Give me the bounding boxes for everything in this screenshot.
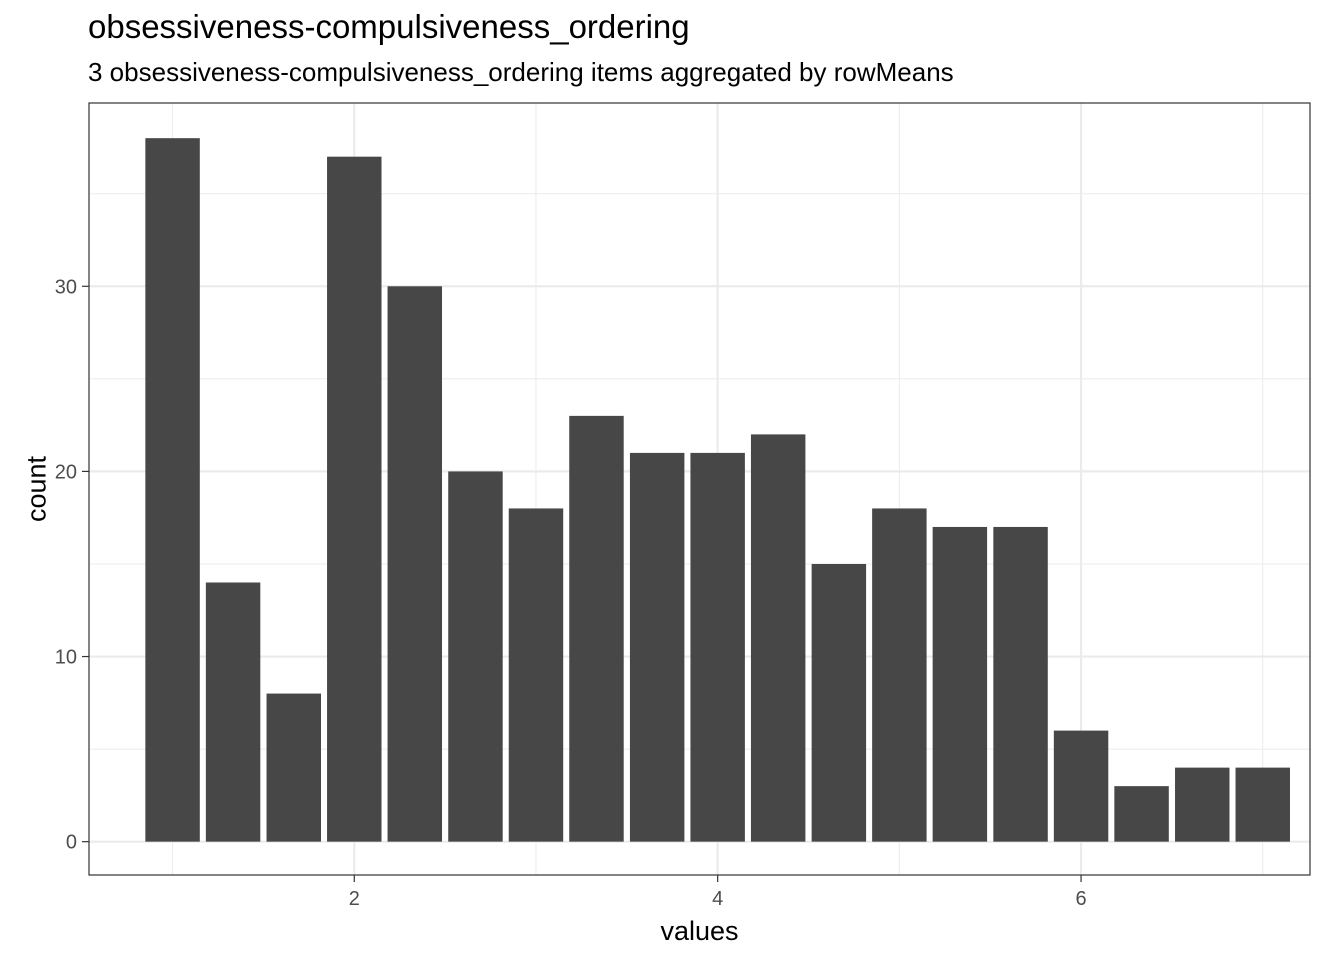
bar [1114, 786, 1169, 842]
x-axis: 2 4 6 [349, 875, 1087, 910]
bar [266, 693, 321, 842]
x-tick-label: 4 [712, 888, 723, 910]
panel-border [88, 102, 1311, 876]
bar [205, 582, 261, 842]
chart-subtitle: 3 obsessiveness-compulsiveness_ordering … [88, 57, 954, 87]
bar [690, 452, 745, 842]
y-axis: 0 10 20 30 [55, 276, 89, 854]
y-tick-label: 30 [55, 276, 77, 298]
chart-title: obsessiveness-compulsiveness_ordering [88, 8, 690, 45]
bar [872, 508, 927, 842]
bars [145, 138, 1290, 842]
bar [629, 452, 685, 842]
bar [1235, 767, 1290, 842]
bar [811, 563, 867, 842]
bar [508, 508, 564, 842]
bar [327, 156, 382, 842]
bar [448, 471, 503, 842]
bar [932, 526, 988, 842]
x-tick-label: 6 [1076, 888, 1087, 910]
y-tick-label: 10 [55, 647, 77, 669]
bar [1053, 730, 1109, 842]
y-tick-label: 20 [55, 461, 77, 483]
bar [993, 526, 1048, 842]
bar [145, 138, 200, 842]
bar [750, 434, 806, 842]
y-tick-label: 0 [66, 832, 77, 854]
bar [1175, 767, 1230, 842]
bar [569, 415, 624, 842]
bar [387, 286, 443, 842]
y-axis-title: count [21, 455, 51, 522]
x-axis-title: values [660, 916, 738, 946]
x-tick-label: 2 [349, 888, 360, 910]
